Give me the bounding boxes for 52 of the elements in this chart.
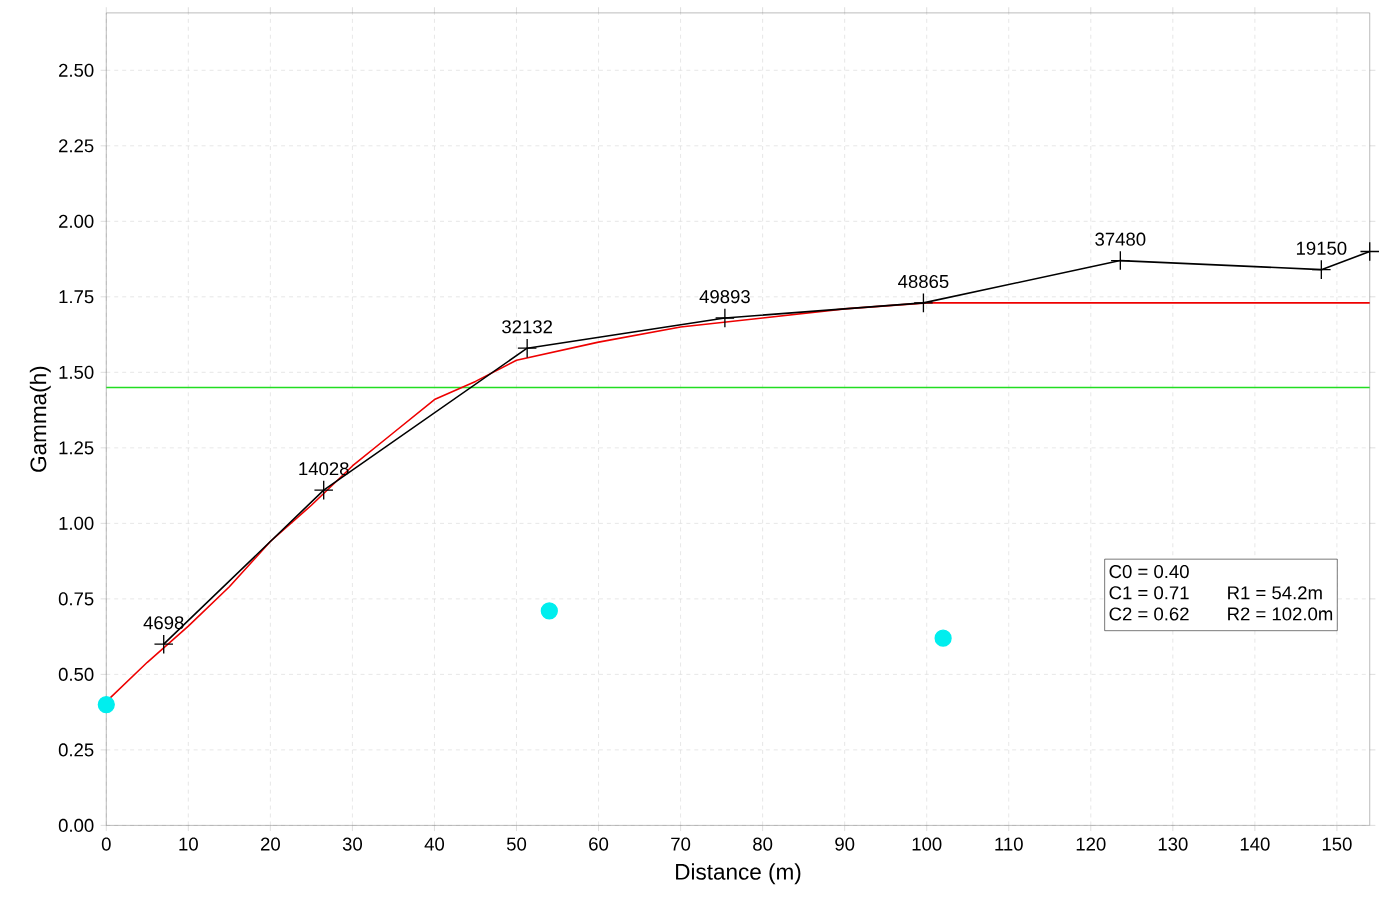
y-tick-label: 2.00 — [59, 214, 94, 228]
x-tick-label: 50 — [506, 837, 527, 851]
x-tick-label: 60 — [589, 837, 609, 851]
point — [153, 634, 174, 655]
point — [1110, 250, 1131, 271]
x-tick-label: 140 — [1240, 837, 1270, 851]
x-tick-label: 0 — [101, 837, 111, 851]
point — [1359, 241, 1379, 262]
x-tick-label: 20 — [261, 837, 280, 851]
point — [714, 308, 735, 328]
y-tick-label: 0.25 — [58, 743, 94, 757]
y-tick-label: 1.50 — [59, 365, 94, 379]
x-tick-label: 150 — [1322, 837, 1352, 851]
x-tick-label: 80 — [753, 837, 773, 851]
point — [97, 696, 115, 714]
x-tick-label: 120 — [1076, 837, 1106, 851]
annotation: R1 = 54.2m — [1228, 586, 1322, 600]
annotation: 4698 — [143, 616, 184, 630]
annotation: 48865 — [898, 274, 949, 289]
y-tick-label: 1.00 — [59, 516, 94, 530]
annotation: C0 = 0.40 — [1109, 565, 1189, 579]
point — [313, 480, 334, 501]
x-tick-label: 130 — [1158, 837, 1188, 851]
y-tick-label: 2.25 — [59, 139, 94, 153]
x-tick-label: 10 — [179, 837, 198, 851]
annotation: R2 = 102.0m — [1228, 607, 1333, 621]
annotation: 32132 — [502, 320, 553, 334]
point — [517, 338, 538, 359]
x-tick-label: 30 — [342, 837, 363, 851]
y-tick-label: 0.75 — [58, 592, 94, 606]
point — [1311, 259, 1332, 280]
point — [913, 292, 934, 313]
y-axis-title: Gamma(h) — [29, 366, 51, 472]
x-tick-label: 40 — [424, 837, 445, 851]
annotation: 19150 — [1296, 241, 1347, 255]
y-tick-label: 1.75 — [59, 290, 94, 304]
annotation: 14028 — [299, 462, 349, 476]
point — [540, 602, 558, 620]
annotation: 37480 — [1095, 232, 1146, 246]
x-axis-title: Distance (m) — [676, 863, 801, 885]
y-tick-label: 0.50 — [58, 667, 94, 681]
y-tick-label: 0.00 — [58, 818, 94, 833]
y-tick-label: 1.25 — [59, 441, 94, 455]
x-tick-label: 110 — [995, 837, 1023, 851]
x-tick-label: 70 — [671, 837, 691, 851]
y-tick-label: 2.50 — [59, 63, 94, 77]
x-tick-label: 100 — [912, 837, 942, 851]
point — [934, 629, 952, 647]
annotation: 49893 — [699, 290, 750, 304]
annotation: C2 = 0.62 — [1109, 607, 1189, 621]
x-tick-label: 90 — [835, 837, 855, 851]
annotation: C1 = 0.71 — [1109, 586, 1189, 600]
